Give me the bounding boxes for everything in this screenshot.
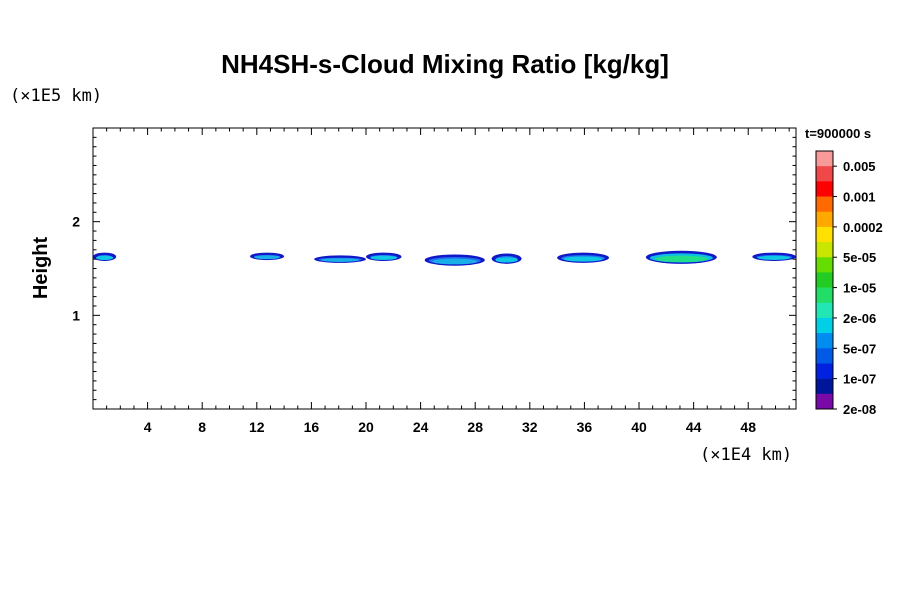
colorbar-swatch [816, 196, 833, 213]
colorbar-label: 1e-07 [843, 372, 876, 387]
colorbar-swatch [816, 302, 833, 319]
y-axis-ticks: 12 [72, 136, 796, 401]
cloud-patch-4 [366, 252, 402, 262]
cloud-patch-5 [424, 254, 485, 266]
colorbar-label: 0.001 [843, 190, 876, 205]
y-axis-label: Height [30, 237, 52, 300]
colorbar-swatch [816, 242, 833, 258]
cloud-patch-9 [752, 252, 796, 262]
x-tick-label: 4 [144, 419, 152, 435]
cloud-patch-core [495, 257, 518, 263]
x-axis-ticks: 4 8 12 16 20 24 28 32 36 40 44 48 [106, 128, 790, 435]
x-tick-label: 16 [304, 419, 320, 435]
cloud-patch-8 [645, 250, 717, 264]
colorbar-swatch [816, 226, 833, 243]
cloud-patch-core [320, 258, 360, 262]
y-unit-label: (×1E5 km) [10, 86, 102, 106]
colorbar-label: 5e-05 [843, 250, 876, 265]
x-tick-label: 12 [249, 419, 265, 435]
colorbar-swatch [816, 378, 833, 395]
colorbar-swatch [816, 181, 833, 197]
cloud-patch-core [563, 256, 603, 262]
x-tick-label: 40 [631, 419, 647, 435]
chart-title: NH4SH-s-Cloud Mixing Ratio [kg/kg] [221, 49, 669, 79]
x-tick-label: 48 [740, 419, 756, 435]
y-tick-label: 2 [72, 214, 80, 230]
plot-frame [92, 127, 797, 410]
x-tick-label: 36 [577, 419, 593, 435]
colorbar-swatch [816, 317, 833, 334]
colorbar-label: 2e-06 [843, 311, 876, 326]
plot-area [92, 127, 797, 410]
cloud-patch-7 [557, 252, 609, 263]
cloud-patch-core [757, 255, 791, 260]
x-tick-label: 24 [413, 419, 429, 435]
colorbar-swatch [816, 151, 833, 167]
colorbar: 0.005 0.001 0.0002 5e-05 1e-05 2e-06 5e-07 1e-0… [815, 150, 883, 417]
x-unit-label: (×1E4 km) [700, 445, 792, 465]
x-tick-label: 8 [198, 419, 206, 435]
colorbar-swatch [816, 348, 833, 364]
colorbar-swatch [816, 393, 833, 410]
cloud-patch-2 [249, 252, 285, 261]
x-tick-label: 20 [358, 419, 374, 435]
colorbar-swatch [816, 272, 833, 288]
cloud-patch-core [654, 255, 708, 263]
cloud-patch-core [370, 255, 398, 260]
cloud-patch-3 [314, 255, 367, 263]
cloud-patch-6 [491, 253, 522, 264]
colorbar-frame [815, 150, 834, 410]
colorbar-swatch [816, 363, 833, 379]
time-label: t=900000 s [805, 126, 871, 141]
colorbar-swatch [816, 333, 833, 349]
colorbar-label: 5e-07 [843, 341, 876, 356]
colorbar-swatch [816, 166, 833, 182]
colorbar-label: 0.005 [843, 159, 876, 174]
cloud-patch-core [254, 255, 280, 260]
y-tick-label: 1 [72, 307, 80, 323]
x-tick-label: 32 [522, 419, 538, 435]
x-tick-label: 28 [467, 419, 483, 435]
colorbar-swatch [816, 211, 833, 228]
x-tick-label: 44 [686, 419, 702, 435]
cloud-patch-1 [93, 252, 117, 262]
colorbar-swatch [816, 257, 833, 273]
colorbar-label: 0.0002 [843, 220, 883, 235]
cloud-patch-core [95, 255, 114, 260]
colorbar-label: 2e-08 [843, 402, 876, 417]
colorbar-swatch [816, 287, 833, 304]
cloud-patch-core [432, 258, 478, 265]
colorbar-label: 1e-05 [843, 281, 876, 296]
